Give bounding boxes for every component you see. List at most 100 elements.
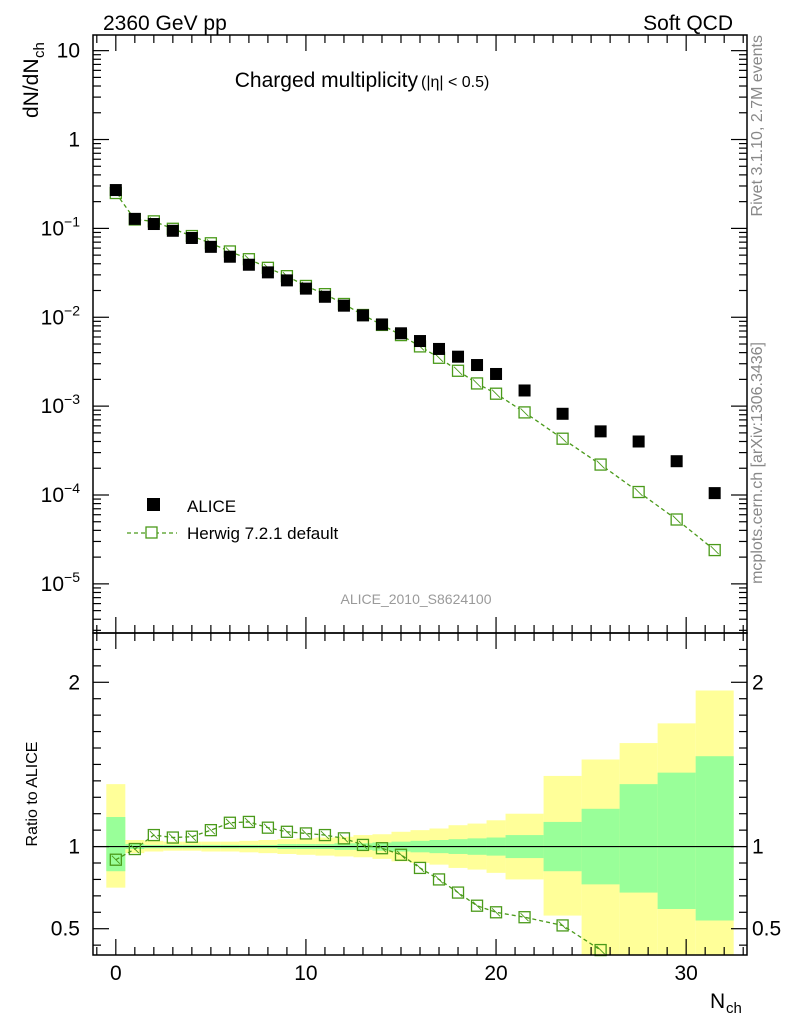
ratio-herwig-point-mark — [244, 817, 254, 827]
ratio-plot-panel: 0.5 0.5 1 1 2 2 0 10 20 30 Ratio to ALICE N ch — [24, 632, 781, 1017]
herwig-point-mark — [596, 460, 605, 469]
ratio-herwig-point — [299, 827, 313, 840]
legend: ALICE Herwig 7.2.1 default — [127, 497, 338, 543]
ratio-stat-band — [106, 817, 126, 872]
herwig-point-mark — [434, 353, 444, 363]
ratio-herwig-point-mark — [111, 855, 121, 865]
plot-title-cut: (|η| < 0.5) — [421, 74, 489, 91]
alice-point — [556, 407, 569, 420]
x-tick-label: 20 — [484, 962, 507, 985]
alice-point — [204, 240, 217, 253]
alice-point — [337, 299, 350, 312]
ratio-herwig-point-mark — [434, 875, 444, 884]
ratio-herwig-point — [128, 842, 141, 856]
ratio-herwig-point — [451, 886, 465, 899]
ratio-herwig-point-mark — [225, 818, 235, 828]
herwig-point-mark — [672, 515, 681, 524]
alice-point — [708, 487, 721, 500]
ratio-herwig-point-mark — [453, 888, 463, 897]
ratio-herwig-point-mark — [168, 833, 178, 842]
ratio-herwig-point-mark — [130, 844, 140, 854]
ratio-herwig-point — [394, 848, 408, 861]
ratio-y-tick-label-left: 1 — [68, 836, 80, 859]
herwig-point-mark — [520, 408, 529, 417]
alice-point — [166, 224, 179, 237]
ratio-y-tick-label-left: 2 — [68, 671, 80, 694]
ratio-herwig-point — [318, 828, 332, 842]
y-tick-label: 1 — [68, 129, 80, 152]
ratio-herwig-point — [204, 823, 218, 837]
ratio-herwig-point-mark — [596, 945, 605, 955]
ratio-herwig-point — [261, 821, 275, 834]
alice-point — [414, 335, 426, 348]
legend-herwig-marker — [145, 526, 158, 539]
herwig-point-mark — [634, 487, 643, 497]
y-tick-label: 10−4 — [41, 480, 81, 507]
herwig-point-mark — [710, 545, 719, 555]
y-axis-title-main: dN/dN — [20, 58, 43, 118]
alice-point — [261, 266, 274, 279]
y-axis-title: dN/dN ch — [20, 42, 48, 118]
x-axis-title-sub: ch — [726, 1000, 742, 1017]
ratio-herwig-point-mark — [187, 832, 197, 842]
ratio-herwig-point-mark — [520, 912, 529, 922]
herwig-point-mark — [453, 366, 463, 376]
y-tick-label: 10−5 — [41, 569, 81, 596]
alice-point — [632, 435, 645, 448]
ratio-herwig-point-mark — [263, 823, 273, 832]
ratio-herwig-point — [280, 825, 294, 838]
ratio-herwig-point-mark — [377, 843, 387, 853]
ratio-stat-band — [619, 784, 658, 893]
plot-title: Charged multiplicity — [235, 69, 419, 92]
ratio-y-tick-label-right: 0.5 — [752, 918, 781, 941]
main-plot-frame — [92, 34, 748, 634]
ratio-herwig-point-mark — [358, 840, 368, 850]
alice-point — [128, 212, 141, 225]
ratio-herwig-point-mark — [396, 850, 406, 860]
ratio-herwig-point-mark — [301, 829, 311, 838]
herwig-point-mark — [558, 434, 567, 444]
ratio-herwig-line — [115, 821, 601, 951]
alice-point — [375, 318, 388, 331]
y-tick-label: 10 — [57, 40, 80, 63]
ratio-herwig-point-mark — [206, 825, 216, 835]
x-tick-label: 10 — [294, 962, 317, 985]
legend-alice-marker — [147, 498, 160, 511]
ratio-herwig-point — [185, 830, 199, 843]
ratio-herwig-point — [147, 828, 160, 842]
header-right: Soft QCD — [643, 12, 733, 35]
alice-point — [223, 250, 236, 263]
x-tick-label: 30 — [674, 962, 697, 985]
alice-point — [147, 218, 160, 231]
alice-point — [280, 274, 293, 287]
ratio-y-tick-label-right: 1 — [752, 836, 764, 859]
analysis-watermark: ALICE_2010_S8624100 — [340, 591, 491, 607]
ratio-y-tick-label-left: 0.5 — [51, 918, 80, 941]
ratio-herwig-point — [356, 838, 370, 852]
alice-point — [185, 231, 198, 244]
alice-point — [318, 290, 331, 303]
alice-point — [594, 425, 607, 438]
ratio-herwig-point-mark — [320, 830, 330, 840]
ratio-herwig-point — [242, 815, 256, 829]
main-plot-panel: 10 1 10−1 10−2 10−3 10−4 10−5 Charged multipli… — [20, 34, 748, 634]
ratio-herwig-point-mark — [415, 863, 425, 873]
ratio-herwig-point — [556, 919, 569, 932]
alice-point — [356, 309, 369, 322]
ratio-y-axis-title: Ratio to ALICE — [24, 742, 41, 847]
alice-point — [490, 367, 503, 380]
ratio-herwig-point — [413, 861, 427, 875]
ratio-y-tick-label-right: 2 — [752, 671, 764, 694]
y-tick-label: 10−1 — [41, 213, 81, 240]
alice-point — [299, 282, 312, 295]
alice-point — [670, 455, 683, 468]
ratio-herwig-point-mark — [491, 907, 501, 917]
y-tick-label: 10−2 — [41, 302, 81, 329]
ratio-herwig-point-mark — [472, 901, 482, 911]
ratio-herwig-point — [489, 906, 503, 919]
ratio-herwig-point-mark — [558, 921, 567, 930]
alice-point — [433, 342, 446, 355]
ratio-herwig-point-mark — [149, 830, 159, 840]
ratio-herwig-point-mark — [282, 827, 292, 837]
